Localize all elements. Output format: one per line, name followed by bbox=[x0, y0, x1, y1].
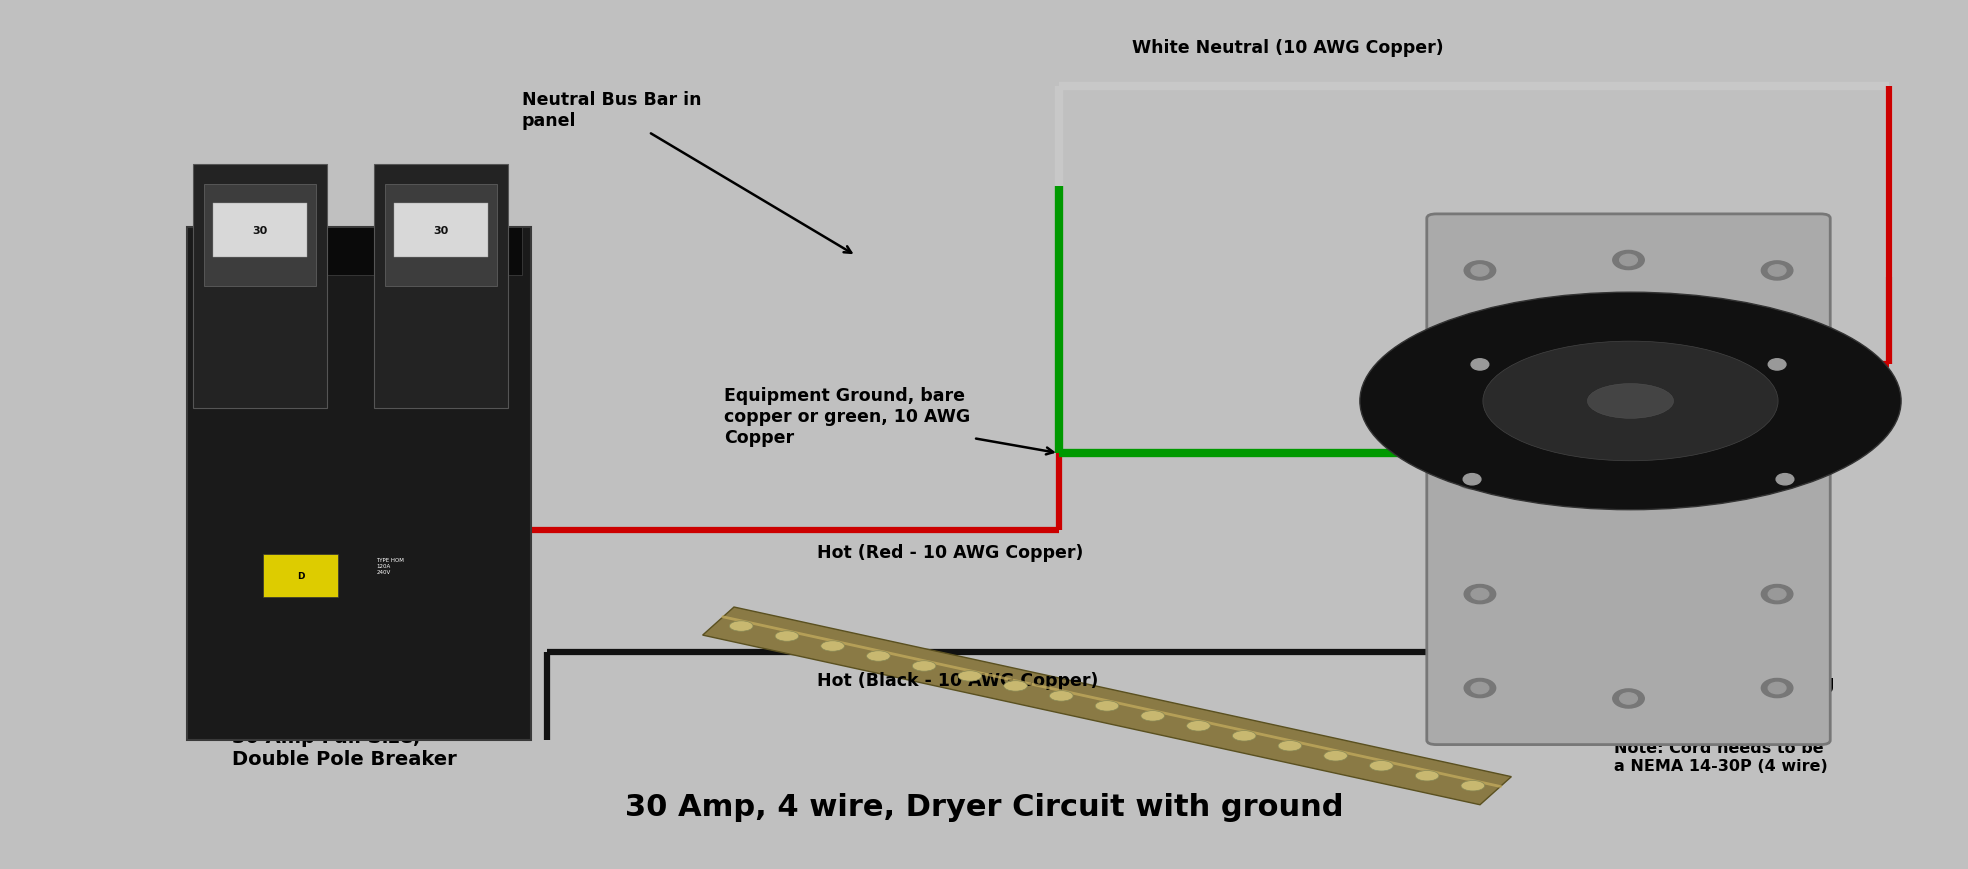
Circle shape bbox=[1232, 731, 1256, 741]
Text: White Neutral (10 AWG Copper): White Neutral (10 AWG Copper) bbox=[1132, 39, 1443, 57]
Text: 30 Amp, 4 wire, Dryer Circuit with ground: 30 Amp, 4 wire, Dryer Circuit with groun… bbox=[624, 793, 1344, 821]
Text: 30: 30 bbox=[433, 226, 449, 235]
Bar bbox=[384, 184, 498, 287]
Text: 30 Amp Full Size,
Double Pole Breaker: 30 Amp Full Size, Double Pole Breaker bbox=[232, 587, 457, 768]
Bar bbox=[197, 228, 522, 275]
Circle shape bbox=[1460, 780, 1484, 791]
Ellipse shape bbox=[1769, 470, 1801, 489]
Ellipse shape bbox=[1777, 474, 1795, 485]
Text: Hot (Red - 10 AWG Copper): Hot (Red - 10 AWG Copper) bbox=[817, 543, 1082, 561]
Circle shape bbox=[821, 641, 844, 652]
Bar bbox=[264, 554, 338, 597]
Circle shape bbox=[1096, 700, 1118, 711]
Ellipse shape bbox=[1761, 585, 1793, 604]
Ellipse shape bbox=[1614, 251, 1645, 270]
Ellipse shape bbox=[1761, 355, 1793, 375]
Circle shape bbox=[866, 651, 890, 661]
Ellipse shape bbox=[1620, 255, 1637, 266]
Circle shape bbox=[730, 621, 754, 632]
Ellipse shape bbox=[1767, 266, 1787, 276]
Bar bbox=[193, 165, 327, 408]
Circle shape bbox=[1004, 681, 1027, 692]
Text: Note: Cord needs to be
a NEMA 14-30P (4 wire): Note: Cord needs to be a NEMA 14-30P (4 … bbox=[1614, 740, 1828, 773]
Text: Hot (Black - 10 AWG Copper): Hot (Black - 10 AWG Copper) bbox=[817, 671, 1098, 689]
Text: 30: 30 bbox=[252, 226, 268, 235]
Ellipse shape bbox=[1464, 262, 1496, 281]
Ellipse shape bbox=[1464, 679, 1496, 698]
Ellipse shape bbox=[1472, 683, 1490, 693]
Ellipse shape bbox=[1588, 384, 1673, 419]
Ellipse shape bbox=[1767, 683, 1787, 693]
Ellipse shape bbox=[1456, 470, 1488, 489]
Ellipse shape bbox=[1767, 360, 1787, 370]
Ellipse shape bbox=[1484, 342, 1779, 461]
Ellipse shape bbox=[1472, 266, 1490, 276]
Ellipse shape bbox=[1614, 689, 1645, 708]
Circle shape bbox=[1141, 711, 1165, 721]
Ellipse shape bbox=[1620, 693, 1637, 704]
FancyBboxPatch shape bbox=[1427, 215, 1830, 745]
Ellipse shape bbox=[1464, 474, 1482, 485]
Circle shape bbox=[1370, 760, 1393, 771]
Bar bbox=[203, 184, 317, 287]
Ellipse shape bbox=[1767, 589, 1787, 600]
Circle shape bbox=[1049, 691, 1073, 701]
Text: Equipment Ground, bare
copper or green, 10 AWG
Copper: Equipment Ground, bare copper or green, … bbox=[724, 387, 1053, 454]
Circle shape bbox=[958, 671, 982, 681]
Circle shape bbox=[775, 631, 799, 641]
Ellipse shape bbox=[1761, 679, 1793, 698]
Ellipse shape bbox=[1360, 293, 1901, 510]
Text: TYPE HOM
120A
240V: TYPE HOM 120A 240V bbox=[376, 558, 403, 574]
Circle shape bbox=[1324, 751, 1348, 761]
Circle shape bbox=[1415, 771, 1439, 781]
Ellipse shape bbox=[1472, 589, 1490, 600]
Ellipse shape bbox=[1761, 262, 1793, 281]
Text: D: D bbox=[297, 571, 305, 580]
Bar bbox=[394, 204, 488, 257]
Bar bbox=[187, 228, 531, 740]
Circle shape bbox=[1187, 720, 1210, 731]
Text: Neutral Bus Bar in
panel: Neutral Bus Bar in panel bbox=[522, 91, 852, 254]
Circle shape bbox=[1277, 740, 1301, 751]
Polygon shape bbox=[703, 607, 1511, 805]
Text: NEMA 14-30R Dryer
Receptacle, 4 prong: NEMA 14-30R Dryer Receptacle, 4 prong bbox=[1614, 589, 1834, 693]
Ellipse shape bbox=[1464, 355, 1496, 375]
Ellipse shape bbox=[1464, 585, 1496, 604]
Bar bbox=[374, 165, 508, 408]
Circle shape bbox=[913, 661, 937, 672]
Ellipse shape bbox=[1472, 360, 1490, 370]
Bar bbox=[213, 204, 307, 257]
